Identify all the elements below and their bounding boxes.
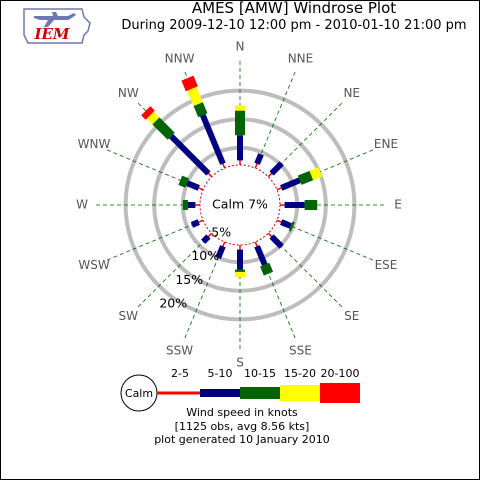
bar-ssw-2-5 [222, 241, 226, 247]
bar-nw-20-100 [141, 106, 155, 120]
direction-label-se: SE [344, 309, 359, 323]
bar-nnw-15-20 [187, 86, 203, 106]
bar-wnw-10-15 [178, 175, 190, 188]
bar-wnw-2-5 [198, 187, 204, 191]
bar-wsw-2-5 [198, 219, 204, 223]
iem-logo: IEM [23, 8, 91, 44]
direction-label-sse: SSE [289, 343, 312, 357]
legend-label-20-100: 20-100 [321, 367, 360, 380]
direction-label-wsw: WSW [78, 258, 109, 272]
bar-wnw-5-10 [186, 180, 200, 191]
bar-ene-15-20 [309, 167, 323, 181]
bar-se-2-5 [267, 232, 273, 238]
legend-calm-label: Calm [125, 387, 153, 400]
bar-sse-2-5 [254, 241, 258, 247]
direction-label-nw: NW [118, 86, 139, 100]
direction-label-ene: ENE [374, 137, 398, 151]
footer-units: Wind speed in knots [186, 406, 298, 419]
calm-center: Calm 7% [199, 164, 281, 246]
legend-swatch-5-10 [200, 389, 240, 397]
footer-obs: [1125 obs, avg 8.56 kts] [174, 419, 310, 433]
bar-ene-5-10 [280, 177, 301, 191]
bar-nw-2-5 [207, 172, 213, 178]
direction-label-sw: SW [119, 309, 139, 323]
legend-swatch-15-20 [280, 385, 320, 401]
direction-label-n: N [236, 40, 245, 54]
ring-labels: 5% 10% 15% 20% [159, 224, 231, 310]
bar-sw-2-5 [207, 232, 213, 238]
ring-label-5: 5% [211, 224, 231, 239]
direction-label-nne: NNE [288, 52, 314, 66]
speed-legend: Calm 2-5 5-10 10-15 15-20 20-100 [120, 367, 360, 412]
bar-wsw-5-10 [190, 219, 200, 228]
bar-nnw-10-15 [193, 102, 208, 118]
legend-label-15-20: 15-20 [284, 367, 316, 380]
ring-label-20: 20% [159, 295, 187, 310]
bar-ese-10-15 [288, 221, 295, 232]
footer: Wind speed in knots [1125 obs, avg 8.56 … [120, 406, 364, 447]
bar-nw-5-10 [169, 134, 211, 176]
bar-sse-10-15 [260, 262, 274, 276]
bar-se-5-10 [269, 234, 284, 249]
direction-label-s: S [236, 356, 244, 370]
bar-ssw-5-10 [215, 245, 226, 259]
legend-swatch-20-100 [320, 383, 360, 403]
bar-sw-5-10 [201, 234, 211, 244]
legend-label-2-5: 2-5 [171, 367, 189, 380]
calm-boundary [199, 164, 281, 246]
direction-label-wnw: WNW [78, 137, 111, 151]
bar-nnw-5-10 [200, 114, 226, 165]
bar-ese-2-5 [276, 219, 282, 223]
ring-label-10: 10% [191, 248, 219, 263]
bar-ese-5-10 [280, 219, 292, 229]
calm-circle [200, 165, 280, 245]
wind-bars [141, 75, 323, 278]
airplane-icon [34, 12, 76, 27]
calm-label: Calm 7% [212, 197, 268, 212]
bar-nnw-2-5 [222, 163, 226, 169]
bar-ene-10-15 [297, 170, 314, 185]
ring-label-15: 15% [175, 272, 203, 287]
bar-nne-2-5 [254, 163, 258, 169]
bar-nw-10-15 [152, 117, 175, 140]
bar-nnw-20-100 [181, 75, 198, 92]
direction-labels: N NNE NE ENE E ESE SE SSE S SSW SW WSW W WNW NW NNW [76, 40, 402, 370]
chart-subtitle: During 2009-12-10 12:00 pm - 2010-01-10 … [121, 18, 467, 33]
logo-text: IEM [33, 25, 69, 43]
direction-label-ne: NE [343, 86, 360, 100]
direction-label-nnw: NNW [165, 52, 195, 66]
direction-label-e: E [394, 198, 402, 212]
bar-ene-2-5 [276, 187, 282, 191]
bar-nne-5-10 [254, 153, 264, 165]
direction-label-w: W [76, 198, 88, 212]
direction-label-ese: ESE [375, 258, 398, 272]
footer-generated: plot generated 10 January 2010 [154, 433, 330, 446]
legend-label-5-10: 5-10 [208, 367, 233, 380]
bar-sse-5-10 [254, 245, 268, 266]
legend-label-10-15: 10-15 [244, 367, 276, 380]
bar-ne-2-5 [267, 172, 273, 178]
chart-title: AMES [AMW] Windrose Plot [191, 0, 397, 17]
direction-label-ssw: SSW [166, 343, 193, 357]
legend-swatch-10-15 [240, 387, 280, 399]
bar-ne-5-10 [269, 161, 284, 176]
bar-nw-15-20 [146, 111, 160, 125]
legend-swatch-2-5 [157, 391, 200, 395]
